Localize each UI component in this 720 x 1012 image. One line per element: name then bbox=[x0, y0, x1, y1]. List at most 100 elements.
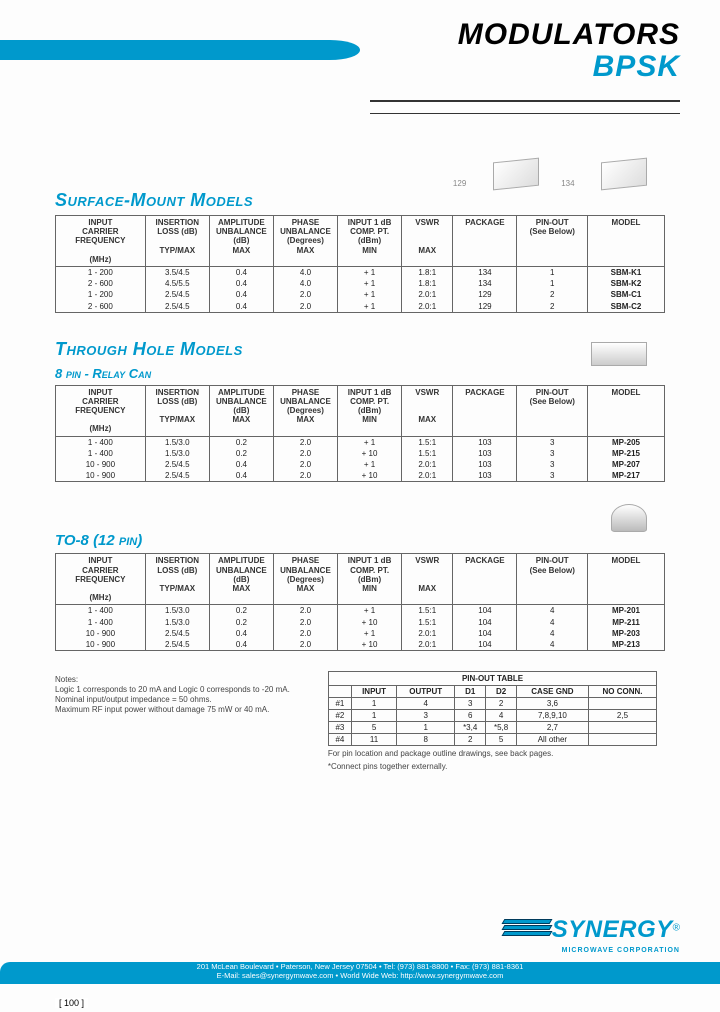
table-cell: 2 bbox=[486, 698, 517, 710]
table-cell: + 1 bbox=[338, 289, 402, 300]
registered-icon: ® bbox=[673, 923, 680, 934]
table-cell: 2.5/4.5 bbox=[145, 628, 209, 639]
table-cell: 2.0 bbox=[273, 436, 337, 448]
table-cell: 2.0 bbox=[273, 470, 337, 482]
table-cell: 4.0 bbox=[273, 266, 337, 278]
table-cell bbox=[588, 734, 656, 746]
table-row: 2 - 6002.5/4.50.42.0+ 12.0:11292SBM-C2 bbox=[56, 301, 665, 313]
table-cell: 2 - 600 bbox=[56, 278, 146, 289]
table-cell: 104 bbox=[453, 628, 517, 639]
table-cell: 134 bbox=[453, 266, 517, 278]
notes-line: Maximum RF input power without damage 75… bbox=[55, 705, 323, 715]
title-rule bbox=[370, 100, 680, 114]
page-number: [ 100 ] bbox=[55, 998, 88, 1008]
pinout-table: INPUTOUTPUTD1D2CASE GNDNO CONN.#114323,6… bbox=[328, 685, 657, 746]
table-cell: 103 bbox=[453, 470, 517, 482]
brand-name: SYNERGY bbox=[552, 916, 673, 943]
table-cell: 0.4 bbox=[209, 470, 273, 482]
table-cell: 11 bbox=[352, 734, 397, 746]
table-cell: #2 bbox=[328, 710, 351, 722]
addr-line: 201 McLean Boulevard • Paterson, New Jer… bbox=[197, 962, 524, 971]
to8-image bbox=[55, 504, 665, 532]
table-cell: 2.0 bbox=[273, 459, 337, 470]
table-row: 10 - 9002.5/4.50.42.0+ 12.0:11033MP-207 bbox=[56, 459, 665, 470]
table-cell: 3 bbox=[397, 710, 455, 722]
table-cell: 2.5/4.5 bbox=[145, 459, 209, 470]
table-cell: 3 bbox=[517, 459, 588, 470]
logo-bars-icon bbox=[503, 919, 551, 947]
table-cell: 0.4 bbox=[209, 639, 273, 651]
table-cell: 4.5/5.5 bbox=[145, 278, 209, 289]
table-cell: + 1 bbox=[338, 459, 402, 470]
table-cell: 3 bbox=[455, 698, 486, 710]
table-cell: MP-205 bbox=[588, 436, 665, 448]
table-cell: #3 bbox=[328, 722, 351, 734]
table-cell: MP-207 bbox=[588, 459, 665, 470]
surface-table: INPUTCARRIER FREQUENCY(MHz)INSERTIONLOSS… bbox=[55, 215, 665, 313]
table-cell: 0.4 bbox=[209, 628, 273, 639]
pinout-header: INPUT bbox=[352, 686, 397, 698]
table-cell: 2.0:1 bbox=[402, 459, 453, 470]
table-cell: 1 - 400 bbox=[56, 448, 146, 459]
table-cell: SBM-K2 bbox=[588, 278, 665, 289]
table-cell: 1 bbox=[397, 722, 455, 734]
table-cell: 3.5/4.5 bbox=[145, 266, 209, 278]
table-cell: 1.5/3.0 bbox=[145, 436, 209, 448]
footer-accent-bar: 201 McLean Boulevard • Paterson, New Jer… bbox=[0, 962, 720, 984]
through-table: INPUTCARRIER FREQUENCY(MHz)INSERTIONLOSS… bbox=[55, 385, 665, 483]
table-cell: 0.4 bbox=[209, 301, 273, 313]
table-cell: 129 bbox=[453, 301, 517, 313]
to8-title: TO-8 (12 pin) bbox=[55, 532, 665, 549]
table-cell: SBM-C1 bbox=[588, 289, 665, 300]
package-icon bbox=[611, 504, 647, 532]
table-cell: 2.0:1 bbox=[402, 628, 453, 639]
table-cell: 1 bbox=[352, 710, 397, 722]
footer: SYNERGY® MICROWAVE CORPORATION 201 McLea… bbox=[0, 914, 720, 984]
table-cell: 2.0:1 bbox=[402, 470, 453, 482]
table-row: 2 - 6004.5/5.50.44.0+ 11.8:11341SBM-K2 bbox=[56, 278, 665, 289]
table-cell: 4 bbox=[486, 710, 517, 722]
table-cell: 2 bbox=[455, 734, 486, 746]
table-cell: + 1 bbox=[338, 278, 402, 289]
table-cell: 103 bbox=[453, 459, 517, 470]
table-row: 1 - 4001.5/3.00.22.0+ 101.5:11033MP-215 bbox=[56, 448, 665, 459]
table-cell: 0.4 bbox=[209, 289, 273, 300]
table-cell: 4 bbox=[517, 628, 588, 639]
table-cell: 2.0 bbox=[273, 301, 337, 313]
table-cell: 10 - 900 bbox=[56, 470, 146, 482]
table-cell: 10 - 900 bbox=[56, 639, 146, 651]
table-cell: + 10 bbox=[338, 448, 402, 459]
table-cell: *3,4 bbox=[455, 722, 486, 734]
pinout-header: NO CONN. bbox=[588, 686, 656, 698]
table-cell: MP-217 bbox=[588, 470, 665, 482]
table-row: #351*3,4*5,82,7 bbox=[328, 722, 656, 734]
table-cell: All other bbox=[517, 734, 589, 746]
brand-sub: MICROWAVE CORPORATION bbox=[420, 947, 680, 954]
table-cell: MP-213 bbox=[588, 639, 665, 651]
table-cell: 1.5:1 bbox=[402, 617, 453, 628]
table-cell: 2.0:1 bbox=[402, 289, 453, 300]
table-cell: 104 bbox=[453, 605, 517, 617]
table-cell: 2.5/4.5 bbox=[145, 301, 209, 313]
table-cell: 1.5:1 bbox=[402, 605, 453, 617]
table-cell: 1 - 200 bbox=[56, 289, 146, 300]
package-icon bbox=[601, 158, 647, 191]
table-cell: 1.8:1 bbox=[402, 266, 453, 278]
table-cell: 6 bbox=[455, 710, 486, 722]
table-cell: MP-203 bbox=[588, 628, 665, 639]
content-area: 129 134 Surface-Mount Models INPUTCARRIE… bbox=[55, 160, 665, 772]
table-cell: 2 bbox=[517, 289, 588, 300]
title-line2: BPSK bbox=[458, 50, 680, 84]
table-cell: 0.2 bbox=[209, 617, 273, 628]
table-cell: 129 bbox=[453, 289, 517, 300]
table-row: 1 - 4001.5/3.00.22.0+ 101.5:11044MP-211 bbox=[56, 617, 665, 628]
table-cell: 1.8:1 bbox=[402, 278, 453, 289]
table-cell: 8 bbox=[397, 734, 455, 746]
notes-line: Nominal input/output impedance = 50 ohms… bbox=[55, 695, 323, 705]
package-icon bbox=[591, 342, 647, 366]
table-cell: 1 - 400 bbox=[56, 617, 146, 628]
table-cell: 2.0 bbox=[273, 617, 337, 628]
notes-block: Notes: Logic 1 corresponds to 20 mA and … bbox=[55, 675, 323, 715]
table-cell: 1 - 200 bbox=[56, 266, 146, 278]
table-cell: 103 bbox=[453, 436, 517, 448]
